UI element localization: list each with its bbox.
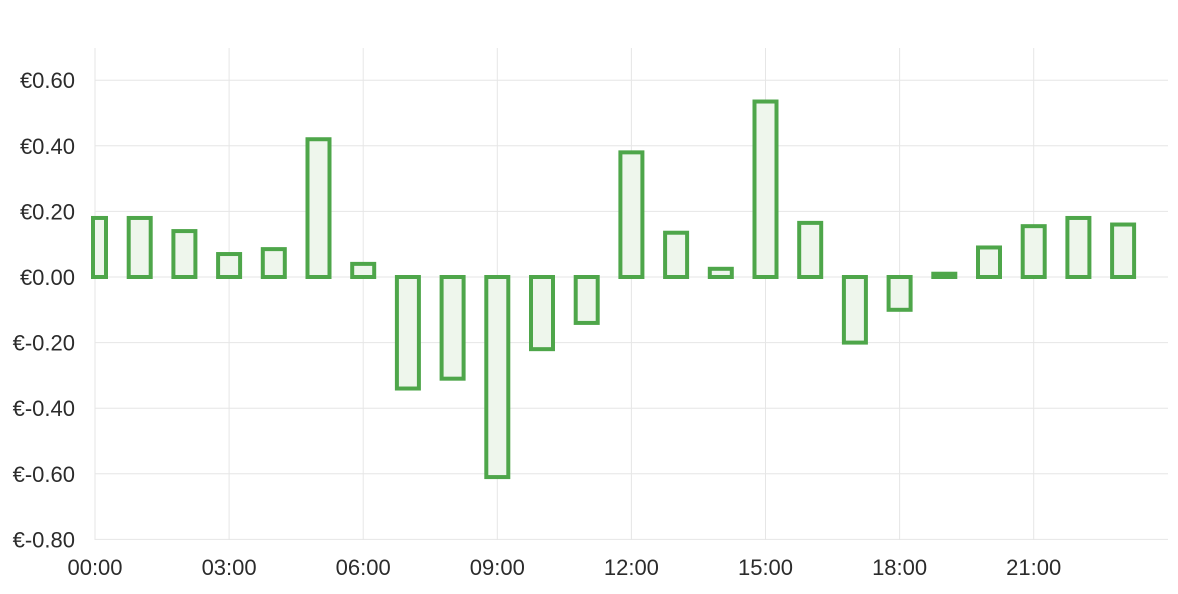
bar[interactable]	[350, 261, 377, 280]
x-tick-label: 18:00	[872, 555, 927, 580]
x-tick-label: 06:00	[336, 555, 391, 580]
bar[interactable]	[260, 247, 287, 279]
bar[interactable]	[976, 245, 1002, 279]
y-tick-label: €-0.40	[13, 396, 75, 421]
y-tick-label: €0.20	[20, 199, 75, 224]
x-tick-label: 12:00	[604, 555, 659, 580]
bar[interactable]	[886, 275, 913, 312]
x-tick-label: 15:00	[738, 555, 793, 580]
bar[interactable]	[171, 229, 198, 279]
bar[interactable]	[707, 266, 734, 279]
y-tick-label: €-0.60	[13, 462, 75, 487]
x-tick-label: 03:00	[202, 555, 257, 580]
x-tick-label: 00:00	[67, 555, 122, 580]
bar[interactable]	[1065, 215, 1092, 280]
bar[interactable]	[305, 137, 332, 279]
bar[interactable]	[91, 215, 108, 280]
x-tick-label: 21:00	[1006, 555, 1061, 580]
y-axis-ticks: €0.60 €0.40 €0.20 €0.00 €-0.20 €-0.40 €-0.60 €-…	[13, 68, 75, 552]
bar[interactable]	[126, 215, 153, 280]
bar[interactable]	[841, 275, 868, 345]
bar[interactable]	[216, 252, 243, 279]
bar[interactable]	[752, 99, 779, 279]
y-tick-label: €0.40	[20, 134, 75, 159]
y-tick-label: €-0.80	[13, 527, 75, 552]
bar[interactable]	[439, 275, 466, 381]
bar[interactable]	[663, 230, 690, 279]
bar[interactable]	[1110, 222, 1137, 280]
y-tick-label: €0.00	[20, 265, 75, 290]
bar[interactable]	[618, 150, 645, 279]
bar[interactable]	[484, 275, 511, 480]
bar[interactable]	[394, 275, 421, 391]
bar[interactable]	[931, 271, 958, 280]
x-axis-ticks: 00:00 03:00 06:00 09:00 12:00 15:00 18:00 21:00	[67, 555, 1061, 580]
y-tick-label: €0.60	[20, 68, 75, 93]
bars	[91, 99, 1137, 480]
bar[interactable]	[573, 275, 600, 325]
y-tick-label: €-0.20	[13, 331, 75, 356]
bar[interactable]	[529, 275, 555, 352]
bar[interactable]	[1020, 224, 1047, 280]
bar[interactable]	[797, 220, 824, 280]
grid	[94, 48, 1168, 540]
x-tick-label: 09:00	[470, 555, 525, 580]
